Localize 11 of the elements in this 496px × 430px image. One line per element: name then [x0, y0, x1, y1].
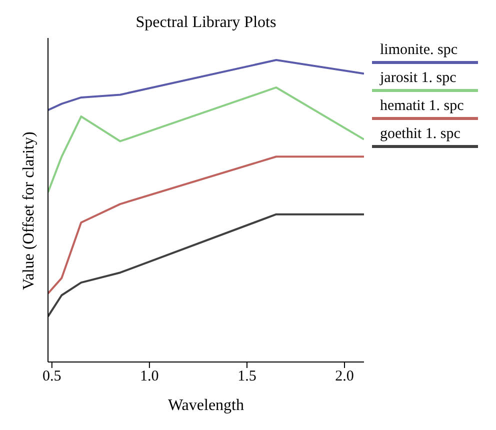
x-axis-title: Wavelength — [168, 397, 244, 414]
x-tick-label: 1.0 — [140, 368, 159, 385]
x-tick-label: 2.0 — [335, 368, 354, 385]
y-axis-title: Value (Offset for clarity) — [20, 132, 38, 290]
series-label: limonite. spc — [379, 42, 458, 59]
x-tick-label: 1.5 — [238, 368, 256, 385]
x-tick-label: 0.5 — [42, 368, 62, 385]
chart-title: Spectral Library Plots — [134, 14, 278, 32]
text: jarosit 1. spc — [378, 70, 458, 87]
text: hematit 1. spc — [379, 98, 465, 115]
text: goethit 1. spc — [379, 126, 462, 143]
